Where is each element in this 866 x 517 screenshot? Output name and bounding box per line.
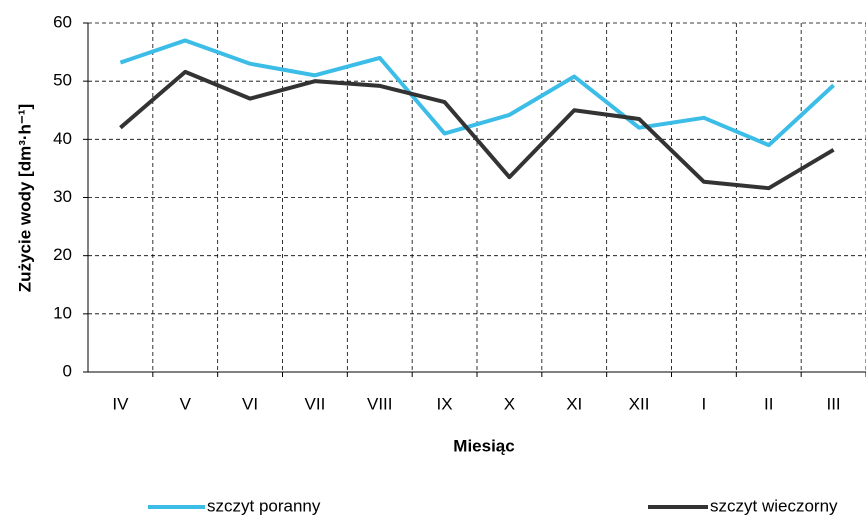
legend-label: szczyt poranny xyxy=(207,496,321,515)
y-tick-label: 0 xyxy=(63,361,72,380)
x-tick-label: I xyxy=(702,394,707,413)
y-tick-label: 20 xyxy=(53,245,72,264)
y-tick-label: 10 xyxy=(53,303,72,322)
y-axis-title: Zużycie wody [dm³·h⁻¹] xyxy=(15,104,34,292)
x-tick-label: XII xyxy=(629,394,650,413)
legend-label: szczyt wieczorny xyxy=(710,496,838,515)
series-line xyxy=(119,69,835,191)
y-tick-label: 50 xyxy=(53,71,72,90)
x-tick-label: VII xyxy=(305,394,326,413)
x-tick-label: XI xyxy=(566,394,582,413)
x-tick-label: X xyxy=(504,394,515,413)
x-tick-label: IV xyxy=(112,394,129,413)
x-tick-label: V xyxy=(180,394,192,413)
x-tick-label: IX xyxy=(437,394,453,413)
x-axis-title: Miesiąc xyxy=(453,436,514,455)
x-tick-label: II xyxy=(764,394,773,413)
x-tick-label: III xyxy=(826,394,840,413)
y-tick-label: 40 xyxy=(53,129,72,148)
x-tick-label: VI xyxy=(242,394,258,413)
y-tick-label: 60 xyxy=(53,12,72,31)
series-line xyxy=(119,38,835,148)
x-tick-label: VIII xyxy=(367,394,393,413)
y-tick-label: 30 xyxy=(53,187,72,206)
